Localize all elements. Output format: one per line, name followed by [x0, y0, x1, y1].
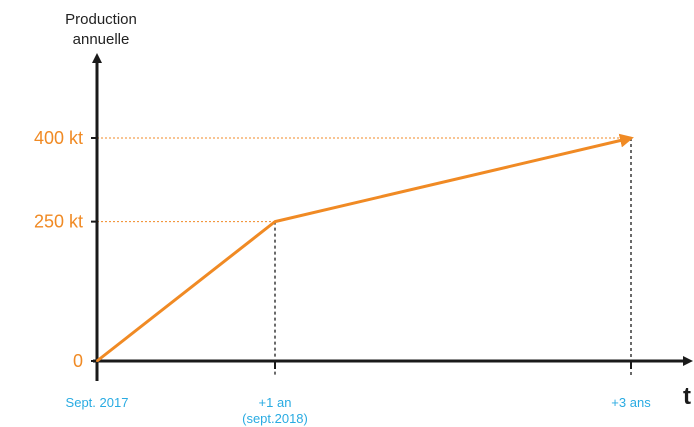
x-tick-label-3-line-0: +3 ans: [611, 395, 651, 410]
y-tick-label-0: 0: [73, 351, 83, 371]
x-tick-labels: Sept. 2017 +1 an(sept.2018) +3 ans: [66, 395, 652, 426]
series-production: [96, 133, 634, 363]
data-point-0: [96, 360, 98, 362]
y-axis-title-line-1: Production: [65, 11, 137, 28]
x-tick-label-0-line-0: Sept. 2017: [66, 395, 129, 410]
data-point-1: [274, 220, 276, 223]
series-line: [96, 133, 634, 363]
axes: [92, 53, 693, 381]
x-axis-title: t: [683, 383, 691, 410]
data-point-3: [630, 137, 632, 139]
x-tick-label-1-line-0: +1 an: [259, 395, 292, 410]
y-axis-title-line-2: annuelle: [73, 31, 130, 48]
y-tick-label-400: 400 kt: [34, 128, 83, 148]
guide-lines: [97, 137, 632, 375]
y-tick-label-250: 250 kt: [34, 212, 83, 232]
x-tick-label-1-line-1: (sept.2018): [242, 411, 308, 426]
y-tick-labels: 0 250 kt 400 kt: [34, 128, 83, 371]
tick-marks: [91, 137, 632, 369]
